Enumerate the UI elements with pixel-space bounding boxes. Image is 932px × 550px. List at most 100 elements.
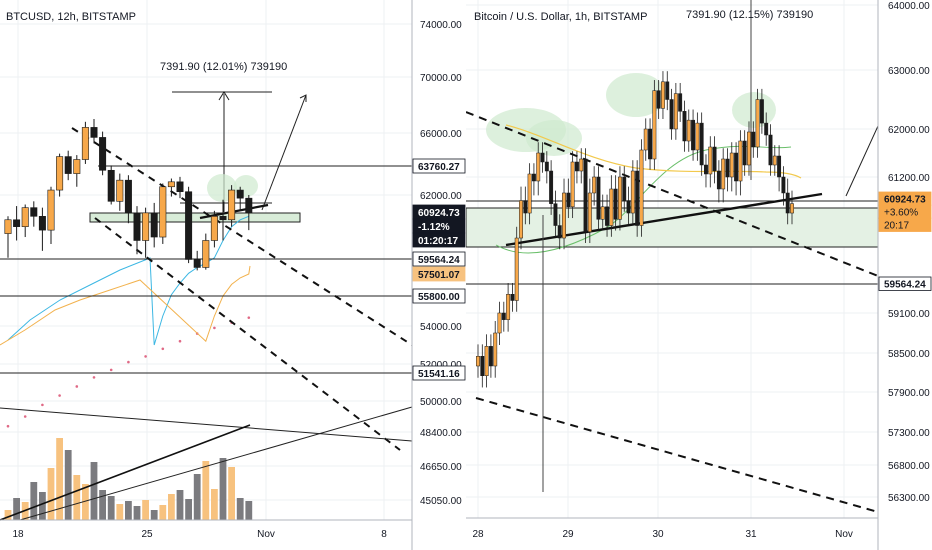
price-tick-label: 50000.00 xyxy=(420,397,462,408)
candle-body xyxy=(785,192,790,214)
time-tick-label: 30 xyxy=(652,529,664,540)
volume-bar xyxy=(125,501,132,520)
candle xyxy=(751,121,756,158)
candle xyxy=(652,80,657,170)
price-tag xyxy=(412,365,466,381)
candle-body xyxy=(617,176,622,220)
sar-dot xyxy=(58,394,61,397)
price-tick-label: 63000.00 xyxy=(888,66,930,77)
candle-body xyxy=(523,200,528,214)
candle xyxy=(553,190,558,237)
candle-body xyxy=(506,294,511,320)
candle xyxy=(30,201,38,227)
candle xyxy=(759,88,764,134)
volume-bar xyxy=(236,498,244,520)
candle-body xyxy=(781,176,786,194)
candle-body xyxy=(476,356,480,367)
downtrend-lower xyxy=(475,397,879,513)
candle xyxy=(219,199,227,241)
candle xyxy=(245,195,253,231)
price-tag xyxy=(412,251,466,267)
candle xyxy=(772,145,777,176)
candle-body xyxy=(90,127,98,138)
candle xyxy=(47,186,55,244)
right-chart-panel[interactable]: Bitcoin / U.S. Dollar, 1h, BITSTAMP 7391… xyxy=(466,0,932,550)
candle xyxy=(81,121,89,164)
candle-body xyxy=(772,155,777,166)
candle xyxy=(570,151,575,219)
volume-bar xyxy=(90,462,98,520)
candle-body xyxy=(613,188,618,220)
candle-body xyxy=(673,93,678,130)
candle-body xyxy=(13,219,21,227)
price-tick-label: 56300.00 xyxy=(888,493,930,504)
candle xyxy=(605,194,609,237)
candle-body xyxy=(30,207,38,217)
candle-body xyxy=(592,176,597,194)
right-trendlines xyxy=(466,0,879,513)
price-tag xyxy=(412,158,466,174)
left-price-tags: 63760.27 60924.73 -1.12% 01:20:17 59564.24 57… xyxy=(412,158,466,381)
candle xyxy=(708,136,713,188)
candle xyxy=(695,112,700,161)
candle-body xyxy=(124,179,132,214)
candle-body xyxy=(531,173,536,182)
volume-bar xyxy=(82,484,89,520)
sar-dot xyxy=(161,347,165,351)
candle xyxy=(622,166,627,212)
candle xyxy=(574,151,579,184)
candle-body xyxy=(480,356,485,376)
yellow-ma-line xyxy=(505,124,802,179)
candle-body xyxy=(81,127,89,160)
volume-bar xyxy=(150,510,158,520)
price-tag-label: 59564.24 xyxy=(418,255,460,266)
candle xyxy=(73,155,81,187)
candle-body xyxy=(764,122,769,136)
candle xyxy=(501,301,506,332)
candle xyxy=(587,178,592,244)
candle-body xyxy=(600,206,605,220)
price-tick-label: 64000.00 xyxy=(888,1,930,12)
candle-body xyxy=(210,216,218,241)
candle-body xyxy=(570,161,575,208)
candle-body xyxy=(768,134,773,166)
candle-body xyxy=(73,159,81,174)
price-tag-label: 01:20:17 xyxy=(418,236,458,247)
right-candles xyxy=(476,71,794,388)
candle-body xyxy=(691,119,696,151)
candle-body xyxy=(626,200,631,214)
volume-bar xyxy=(219,458,227,520)
price-tick-label: 56800.00 xyxy=(888,461,930,472)
right-chart-header: Bitcoin / U.S. Dollar, 1h, BITSTAMP xyxy=(474,11,647,23)
candle xyxy=(768,124,773,176)
price-tag-label: -1.12% xyxy=(418,222,450,233)
price-tick-label: 52000.00 xyxy=(420,360,462,371)
candle xyxy=(626,186,631,225)
candle xyxy=(210,210,218,248)
candle-body xyxy=(488,346,493,367)
candle xyxy=(742,130,747,176)
price-tick-label: 57300.00 xyxy=(888,428,930,439)
volume-bar xyxy=(142,500,149,520)
pattern-shoulder xyxy=(526,120,582,156)
candle-body xyxy=(107,169,115,202)
left-chart-panel[interactable]: BTCUSD, 12h, BITSTAMP 7391.90 (12.01%) 7… xyxy=(0,0,466,550)
price-tag-label: 57501.07 xyxy=(418,270,460,281)
projection-arrowhead xyxy=(299,94,307,102)
candle-body xyxy=(549,170,554,204)
price-tag-label: 51541.16 xyxy=(418,369,460,380)
left-candles xyxy=(4,119,253,271)
candle xyxy=(510,283,515,312)
candle xyxy=(583,148,588,244)
candle xyxy=(785,178,790,225)
candle xyxy=(682,100,687,152)
sar-dot xyxy=(75,385,79,388)
candle-body xyxy=(790,203,794,214)
candle xyxy=(56,153,64,197)
candle-body xyxy=(704,164,708,175)
candle xyxy=(519,186,523,250)
candle xyxy=(656,80,661,119)
candle xyxy=(716,160,721,203)
ma-line xyxy=(0,265,251,346)
candle xyxy=(484,334,489,388)
